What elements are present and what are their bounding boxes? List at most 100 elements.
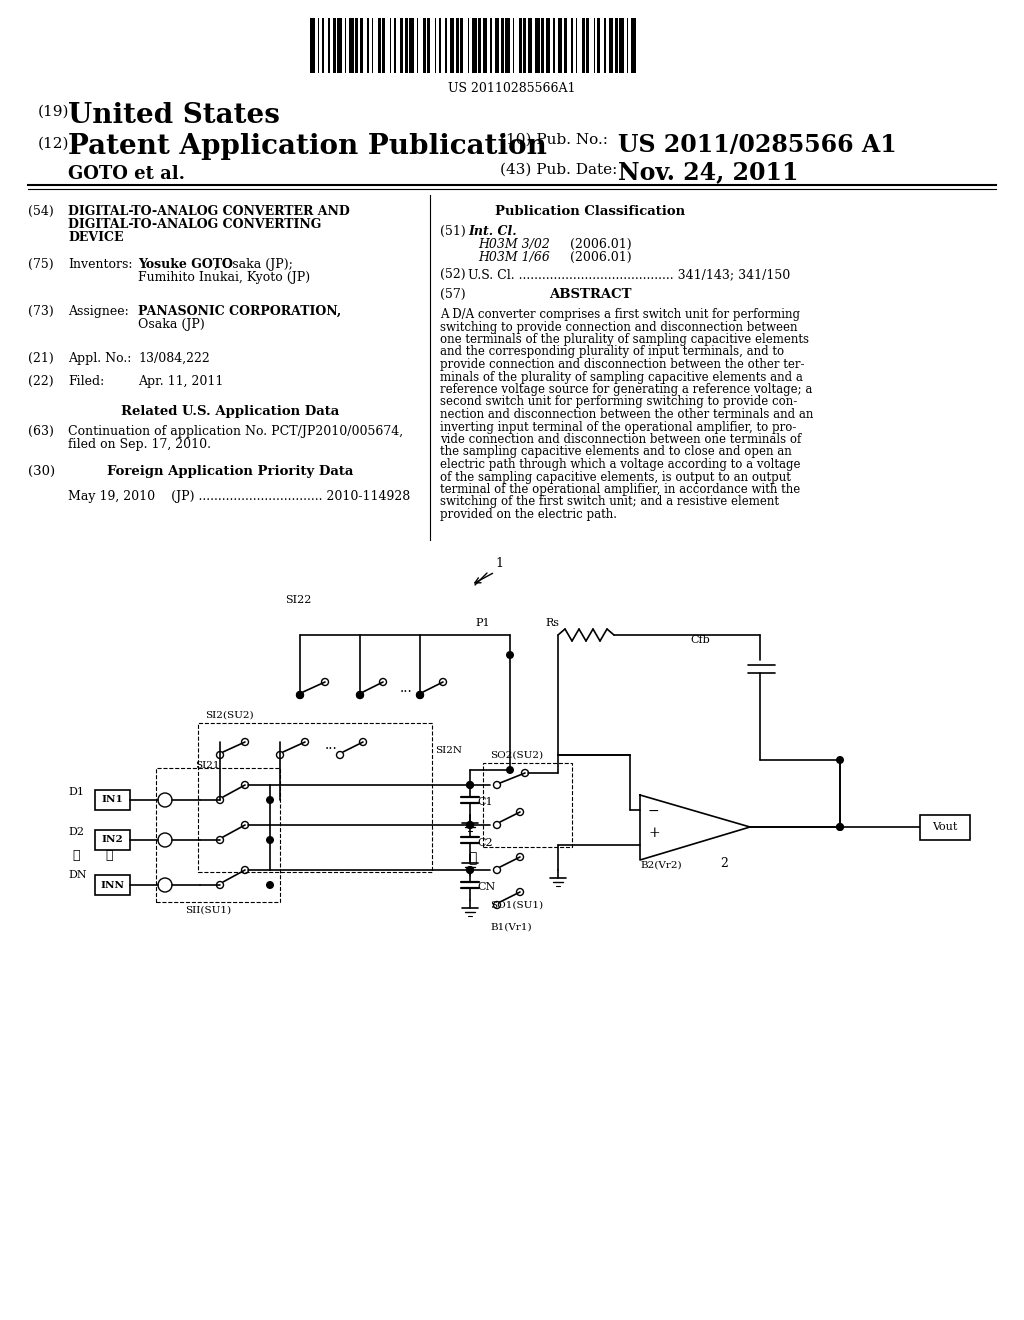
Bar (586, 18, 589, 73)
Bar (317, 18, 319, 73)
Bar (608, 18, 613, 73)
Bar (400, 18, 403, 73)
Bar (478, 18, 481, 73)
Bar (604, 18, 605, 73)
Text: 2: 2 (720, 857, 728, 870)
Bar (423, 18, 426, 73)
Bar (409, 18, 414, 73)
Text: ⋮: ⋮ (72, 849, 80, 862)
Text: Continuation of application No. PCT/JP2010/005674,: Continuation of application No. PCT/JP20… (68, 425, 403, 438)
Text: of the sampling capacitive elements, is output to an output: of the sampling capacitive elements, is … (440, 470, 791, 483)
Text: DN: DN (68, 870, 87, 880)
Text: ⋮: ⋮ (105, 849, 113, 862)
Text: C2: C2 (477, 838, 493, 847)
Bar (337, 18, 341, 73)
Text: DIGITAL-TO-ANALOG CONVERTING: DIGITAL-TO-ANALOG CONVERTING (68, 218, 322, 231)
Text: , Osaka (JP);: , Osaka (JP); (214, 257, 293, 271)
Text: terminal of the operational amplifier, in accordance with the: terminal of the operational amplifier, i… (440, 483, 800, 496)
Text: (2006.01): (2006.01) (570, 251, 632, 264)
Text: US 20110285566A1: US 20110285566A1 (449, 82, 575, 95)
Text: U.S. Cl. ........................................ 341/143; 341/150: U.S. Cl. ...............................… (468, 268, 791, 281)
Text: Cfb: Cfb (690, 635, 710, 645)
Text: Apr. 11, 2011: Apr. 11, 2011 (138, 375, 223, 388)
Bar (597, 18, 599, 73)
Text: C1: C1 (477, 797, 493, 807)
Text: SO2(SU2): SO2(SU2) (490, 751, 543, 760)
Bar (450, 18, 454, 73)
Bar (310, 18, 314, 73)
Bar (456, 18, 459, 73)
Text: Filed:: Filed: (68, 375, 104, 388)
Text: Fumihito Inukai, Kyoto (JP): Fumihito Inukai, Kyoto (JP) (138, 271, 310, 284)
Text: SI22: SI22 (285, 595, 311, 605)
Text: (19): (19) (38, 106, 70, 119)
Bar (355, 18, 358, 73)
Circle shape (466, 781, 474, 789)
Text: (21): (21) (28, 352, 53, 366)
Text: Inventors:: Inventors: (68, 257, 132, 271)
Bar (546, 18, 550, 73)
Text: P1: P1 (475, 618, 489, 628)
Bar (920, 814, 970, 840)
Text: 13/084,222: 13/084,222 (138, 352, 210, 366)
Bar (505, 18, 510, 73)
Text: switching of the first switch unit; and a resistive element: switching of the first switch unit; and … (440, 495, 779, 508)
Circle shape (466, 866, 474, 874)
Bar (394, 18, 395, 73)
Text: (51): (51) (440, 224, 466, 238)
Bar (95, 875, 130, 895)
Text: D1: D1 (68, 787, 84, 797)
Text: (52): (52) (440, 268, 466, 281)
Text: Assignee:: Assignee: (68, 305, 129, 318)
Text: ...: ... (400, 681, 413, 696)
Text: (10) Pub. No.:: (10) Pub. No.: (500, 133, 608, 147)
Bar (349, 18, 353, 73)
Bar (575, 18, 577, 73)
Circle shape (466, 821, 474, 829)
Circle shape (266, 836, 274, 843)
Text: vide connection and disconnection between one terminals of: vide connection and disconnection betwee… (440, 433, 801, 446)
Bar (367, 18, 369, 73)
Text: DEVICE: DEVICE (68, 231, 124, 244)
Circle shape (466, 821, 474, 829)
Bar (328, 18, 330, 73)
Bar (439, 18, 440, 73)
Bar (495, 18, 499, 73)
Text: CN: CN (477, 882, 496, 892)
Bar (333, 18, 336, 73)
Text: (75): (75) (28, 257, 53, 271)
Text: (22): (22) (28, 375, 53, 388)
Text: (73): (73) (28, 305, 53, 318)
Text: B2(Vr2): B2(Vr2) (640, 861, 682, 870)
Text: SI21: SI21 (195, 762, 219, 770)
Text: 1: 1 (495, 557, 503, 570)
Text: Yosuke GOTO: Yosuke GOTO (138, 257, 232, 271)
Text: provided on the electric path.: provided on the electric path. (440, 508, 617, 521)
Text: nection and disconnection between the other terminals and an: nection and disconnection between the ot… (440, 408, 813, 421)
Text: GOTO et al.: GOTO et al. (68, 165, 185, 183)
Text: (30): (30) (28, 465, 55, 478)
Bar (614, 18, 617, 73)
Bar (359, 18, 362, 73)
Text: SI2N: SI2N (435, 746, 462, 755)
Circle shape (296, 690, 304, 700)
Polygon shape (640, 795, 750, 861)
Bar (95, 789, 130, 810)
Text: minals of the plurality of sampling capacitive elements and a: minals of the plurality of sampling capa… (440, 371, 803, 384)
Text: Publication Classification: Publication Classification (495, 205, 685, 218)
Text: one terminals of the plurality of sampling capacitive elements: one terminals of the plurality of sampli… (440, 333, 809, 346)
Text: IN2: IN2 (101, 836, 123, 845)
Text: SII(SU1): SII(SU1) (185, 906, 231, 915)
Text: B1(Vr1): B1(Vr1) (490, 923, 531, 932)
Bar (627, 18, 628, 73)
Text: Appl. No.:: Appl. No.: (68, 352, 131, 366)
Text: Rs: Rs (545, 618, 559, 628)
Circle shape (836, 822, 844, 832)
Circle shape (466, 866, 474, 874)
Text: A D/A converter comprises a first switch unit for performing: A D/A converter comprises a first switch… (440, 308, 800, 321)
Circle shape (266, 880, 274, 888)
Bar (501, 18, 504, 73)
Bar (557, 18, 562, 73)
Text: SI2(SU2): SI2(SU2) (205, 711, 254, 719)
Circle shape (836, 822, 844, 832)
